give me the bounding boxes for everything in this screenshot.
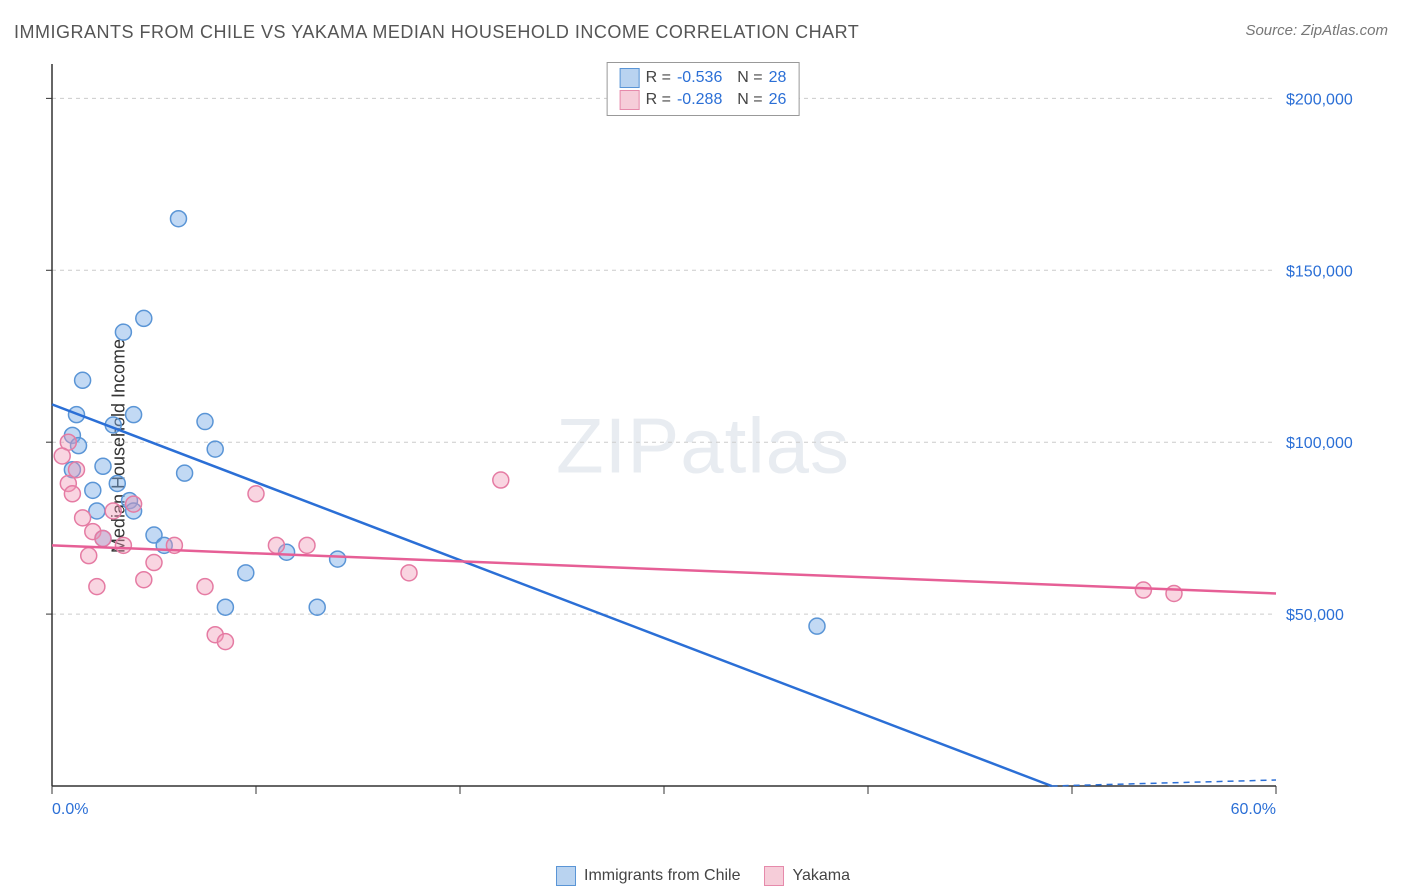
data-point: [170, 211, 186, 227]
data-point: [493, 472, 509, 488]
data-point: [809, 618, 825, 634]
data-point: [54, 448, 70, 464]
trend-line: [52, 545, 1276, 593]
data-point: [268, 537, 284, 553]
data-point: [64, 486, 80, 502]
data-point: [1166, 585, 1182, 601]
correlation-legend: R = -0.536 N = 28 R = -0.288 N = 26: [607, 62, 800, 116]
data-point: [115, 324, 131, 340]
legend-item: Yakama: [764, 866, 850, 886]
n-value: 26: [769, 91, 787, 109]
legend-swatch-icon: [620, 90, 640, 110]
scatter-plot: $50,000 $100,000 $150,000 $200,000 0.0% 60.0%: [46, 58, 1386, 834]
data-point: [115, 537, 131, 553]
data-point: [126, 496, 142, 512]
chart-title: IMMIGRANTS FROM CHILE VS YAKAMA MEDIAN H…: [14, 22, 859, 43]
n-value: 28: [769, 69, 787, 87]
y-tick-label: $100,000: [1286, 435, 1353, 452]
r-value: -0.536: [677, 69, 722, 87]
x-tick-label: 0.0%: [52, 801, 88, 818]
y-tick-label: $50,000: [1286, 607, 1344, 624]
data-point: [197, 414, 213, 430]
legend-row: R = -0.536 N = 28: [620, 67, 787, 89]
data-point: [89, 503, 105, 519]
data-point: [75, 372, 91, 388]
legend-label: Yakama: [792, 867, 850, 885]
y-tick-label: $200,000: [1286, 91, 1353, 108]
legend-swatch-icon: [556, 866, 576, 886]
data-point: [95, 530, 111, 546]
legend-swatch-icon: [764, 866, 784, 886]
data-point: [126, 407, 142, 423]
y-tick-label: $150,000: [1286, 263, 1353, 280]
data-point: [207, 441, 223, 457]
legend-label: Immigrants from Chile: [584, 867, 740, 885]
legend-row: R = -0.288 N = 26: [620, 89, 787, 111]
data-point: [248, 486, 264, 502]
r-value: -0.288: [677, 91, 722, 109]
data-point: [109, 475, 125, 491]
trend-line: [52, 404, 1052, 786]
data-point: [146, 555, 162, 571]
x-tick-label: 60.0%: [1231, 801, 1276, 818]
data-point: [81, 548, 97, 564]
data-point: [217, 599, 233, 615]
data-point: [217, 634, 233, 650]
data-point: [68, 462, 84, 478]
data-point: [177, 465, 193, 481]
legend-swatch-icon: [620, 68, 640, 88]
data-point: [401, 565, 417, 581]
data-point: [309, 599, 325, 615]
source-credit: Source: ZipAtlas.com: [1245, 22, 1388, 39]
series-legend: Immigrants from Chile Yakama: [556, 866, 850, 886]
legend-item: Immigrants from Chile: [556, 866, 740, 886]
data-point: [1135, 582, 1151, 598]
data-point: [136, 572, 152, 588]
data-point: [75, 510, 91, 526]
data-point: [89, 579, 105, 595]
data-point: [95, 458, 111, 474]
data-point: [136, 310, 152, 326]
data-point: [105, 503, 121, 519]
data-point: [197, 579, 213, 595]
data-point: [238, 565, 254, 581]
data-point: [299, 537, 315, 553]
data-point: [85, 482, 101, 498]
data-point: [330, 551, 346, 567]
